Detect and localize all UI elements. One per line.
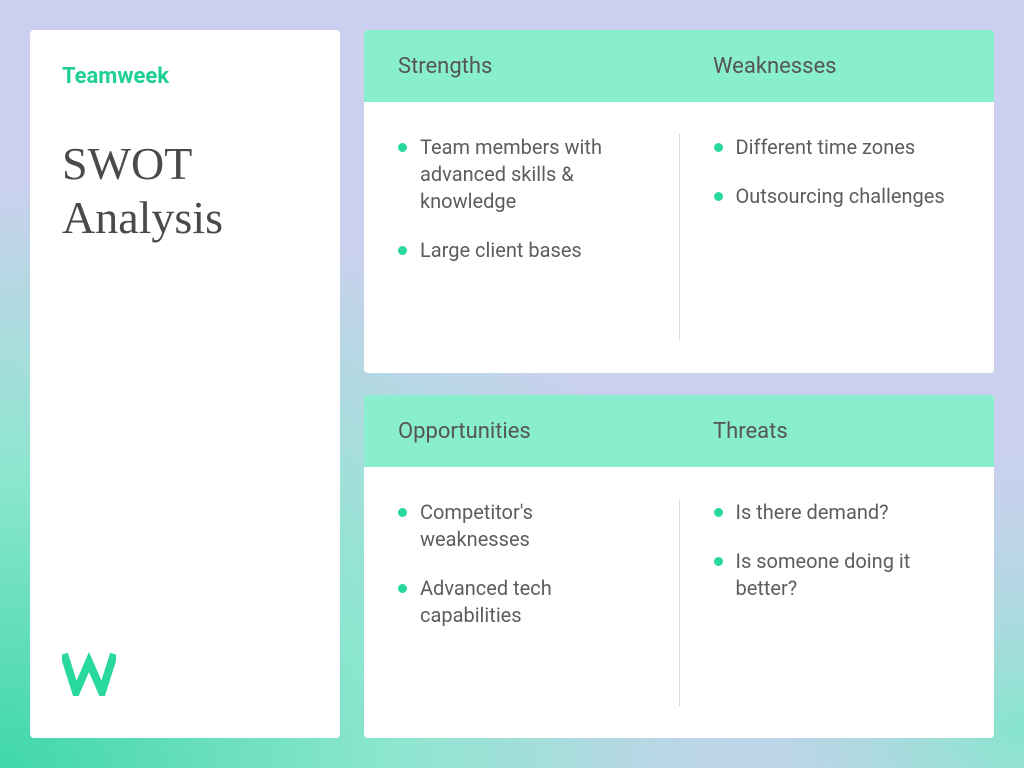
heading-strengths: Strengths — [364, 30, 679, 102]
list-item: Competitor's weaknesses — [398, 499, 645, 553]
panel-header: Opportunities Threats — [364, 395, 994, 467]
swot-panel-top: Strengths Weaknesses Team members with a… — [364, 30, 994, 373]
swot-panel-bottom: Opportunities Threats Competitor's weakn… — [364, 395, 994, 738]
opportunities-column: Competitor's weaknesses Advanced tech ca… — [364, 493, 679, 712]
sidebar-panel: Teamweek SWOT Analysis — [30, 30, 340, 738]
list-item: Outsourcing challenges — [714, 183, 961, 210]
list-item: Advanced tech capabilities — [398, 575, 645, 629]
heading-weaknesses: Weaknesses — [679, 30, 994, 102]
brand-logo-icon — [62, 652, 308, 700]
swot-grid: Strengths Weaknesses Team members with a… — [364, 30, 994, 738]
list-item: Is someone doing it better? — [714, 548, 961, 602]
list-item: Is there demand? — [714, 499, 961, 526]
list-item: Large client bases — [398, 237, 645, 264]
list-item: Team members with advanced skills & know… — [398, 134, 645, 215]
brand-name: Teamweek — [62, 64, 308, 89]
threats-column: Is there demand? Is someone doing it bet… — [680, 493, 995, 712]
page-title: SWOT Analysis — [62, 137, 308, 246]
weaknesses-column: Different time zones Outsourcing challen… — [680, 128, 995, 347]
panel-header: Strengths Weaknesses — [364, 30, 994, 102]
strengths-column: Team members with advanced skills & know… — [364, 128, 679, 347]
heading-threats: Threats — [679, 395, 994, 467]
heading-opportunities: Opportunities — [364, 395, 679, 467]
list-item: Different time zones — [714, 134, 961, 161]
